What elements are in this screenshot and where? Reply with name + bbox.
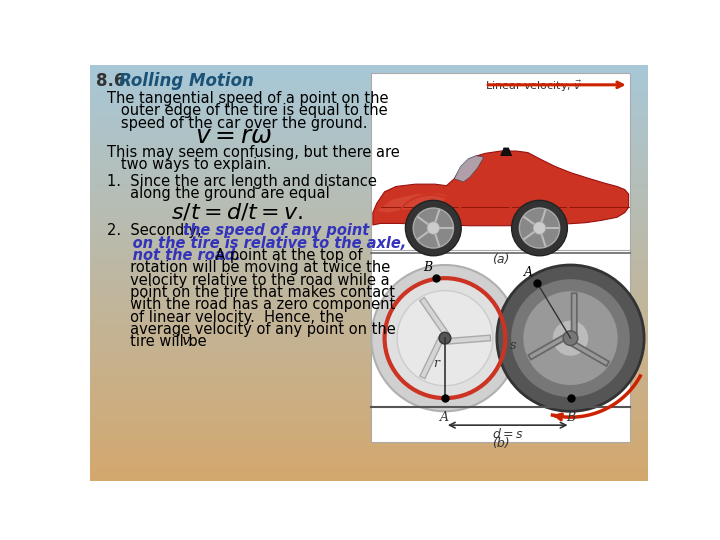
Text: not the road.: not the road.	[107, 248, 240, 263]
Text: The tangential speed of a point on the: The tangential speed of a point on the	[107, 91, 389, 106]
Text: This may seem confusing, but there are: This may seem confusing, but there are	[107, 145, 400, 160]
Text: B: B	[566, 411, 575, 424]
Text: with the road has a zero component: with the road has a zero component	[107, 298, 395, 312]
Text: along the ground are equal: along the ground are equal	[107, 186, 330, 201]
Circle shape	[552, 320, 589, 356]
Text: on the tire is relative to the axle,: on the tire is relative to the axle,	[107, 236, 406, 251]
Text: $d = s$: $d = s$	[492, 427, 523, 441]
Text: s: s	[510, 339, 516, 353]
Text: speed of the car over the ground.: speed of the car over the ground.	[107, 116, 367, 131]
Text: average velocity of any point on the: average velocity of any point on the	[107, 322, 396, 337]
Text: .: .	[188, 334, 192, 349]
Text: rotation will be moving at twice the: rotation will be moving at twice the	[107, 260, 390, 275]
Circle shape	[534, 222, 546, 234]
Text: tire will be: tire will be	[107, 334, 211, 349]
Circle shape	[510, 278, 631, 398]
Text: 2.  Secondly,: 2. Secondly,	[107, 224, 207, 239]
Text: of linear velocity.  Hence, the: of linear velocity. Hence, the	[107, 309, 344, 325]
Polygon shape	[373, 151, 629, 226]
Text: B: B	[423, 260, 433, 274]
Text: A: A	[523, 266, 533, 279]
Circle shape	[413, 208, 454, 248]
Text: 8.6: 8.6	[96, 72, 131, 91]
Circle shape	[519, 208, 559, 248]
Text: the speed of any point: the speed of any point	[183, 224, 369, 239]
Circle shape	[512, 200, 567, 256]
Bar	[371, 249, 630, 442]
Text: $v = r\omega$: $v = r\omega$	[194, 125, 272, 148]
Text: A: A	[441, 411, 449, 424]
Polygon shape	[500, 148, 512, 156]
Circle shape	[523, 291, 618, 386]
Text: (b): (b)	[492, 437, 510, 450]
Text: $s/t = d/t = v.$: $s/t = d/t = v.$	[171, 202, 304, 224]
Text: point on the tire that makes contact: point on the tire that makes contact	[107, 285, 395, 300]
Text: 1.  Since the arc length and distance: 1. Since the arc length and distance	[107, 174, 377, 189]
Text: two ways to explain.: two ways to explain.	[107, 157, 271, 172]
Text: A point at the top of: A point at the top of	[206, 248, 363, 263]
Circle shape	[563, 331, 578, 346]
Polygon shape	[454, 156, 484, 182]
Circle shape	[397, 291, 492, 386]
Circle shape	[427, 222, 439, 234]
Circle shape	[405, 200, 462, 256]
Text: r: r	[433, 357, 438, 370]
Polygon shape	[377, 193, 446, 213]
Text: velocity relative to the road while a: velocity relative to the road while a	[107, 273, 390, 288]
Circle shape	[439, 332, 451, 344]
Circle shape	[497, 265, 644, 411]
Bar	[371, 72, 630, 330]
Text: Linear velocity, $\vec{v}$: Linear velocity, $\vec{v}$	[485, 78, 582, 93]
Text: outer edge of the tire is equal to the: outer edge of the tire is equal to the	[107, 103, 387, 118]
Text: v: v	[181, 334, 189, 348]
Text: Rolling Motion: Rolling Motion	[120, 72, 254, 91]
Circle shape	[384, 278, 505, 398]
Circle shape	[372, 265, 518, 411]
Text: (a): (a)	[492, 253, 510, 266]
